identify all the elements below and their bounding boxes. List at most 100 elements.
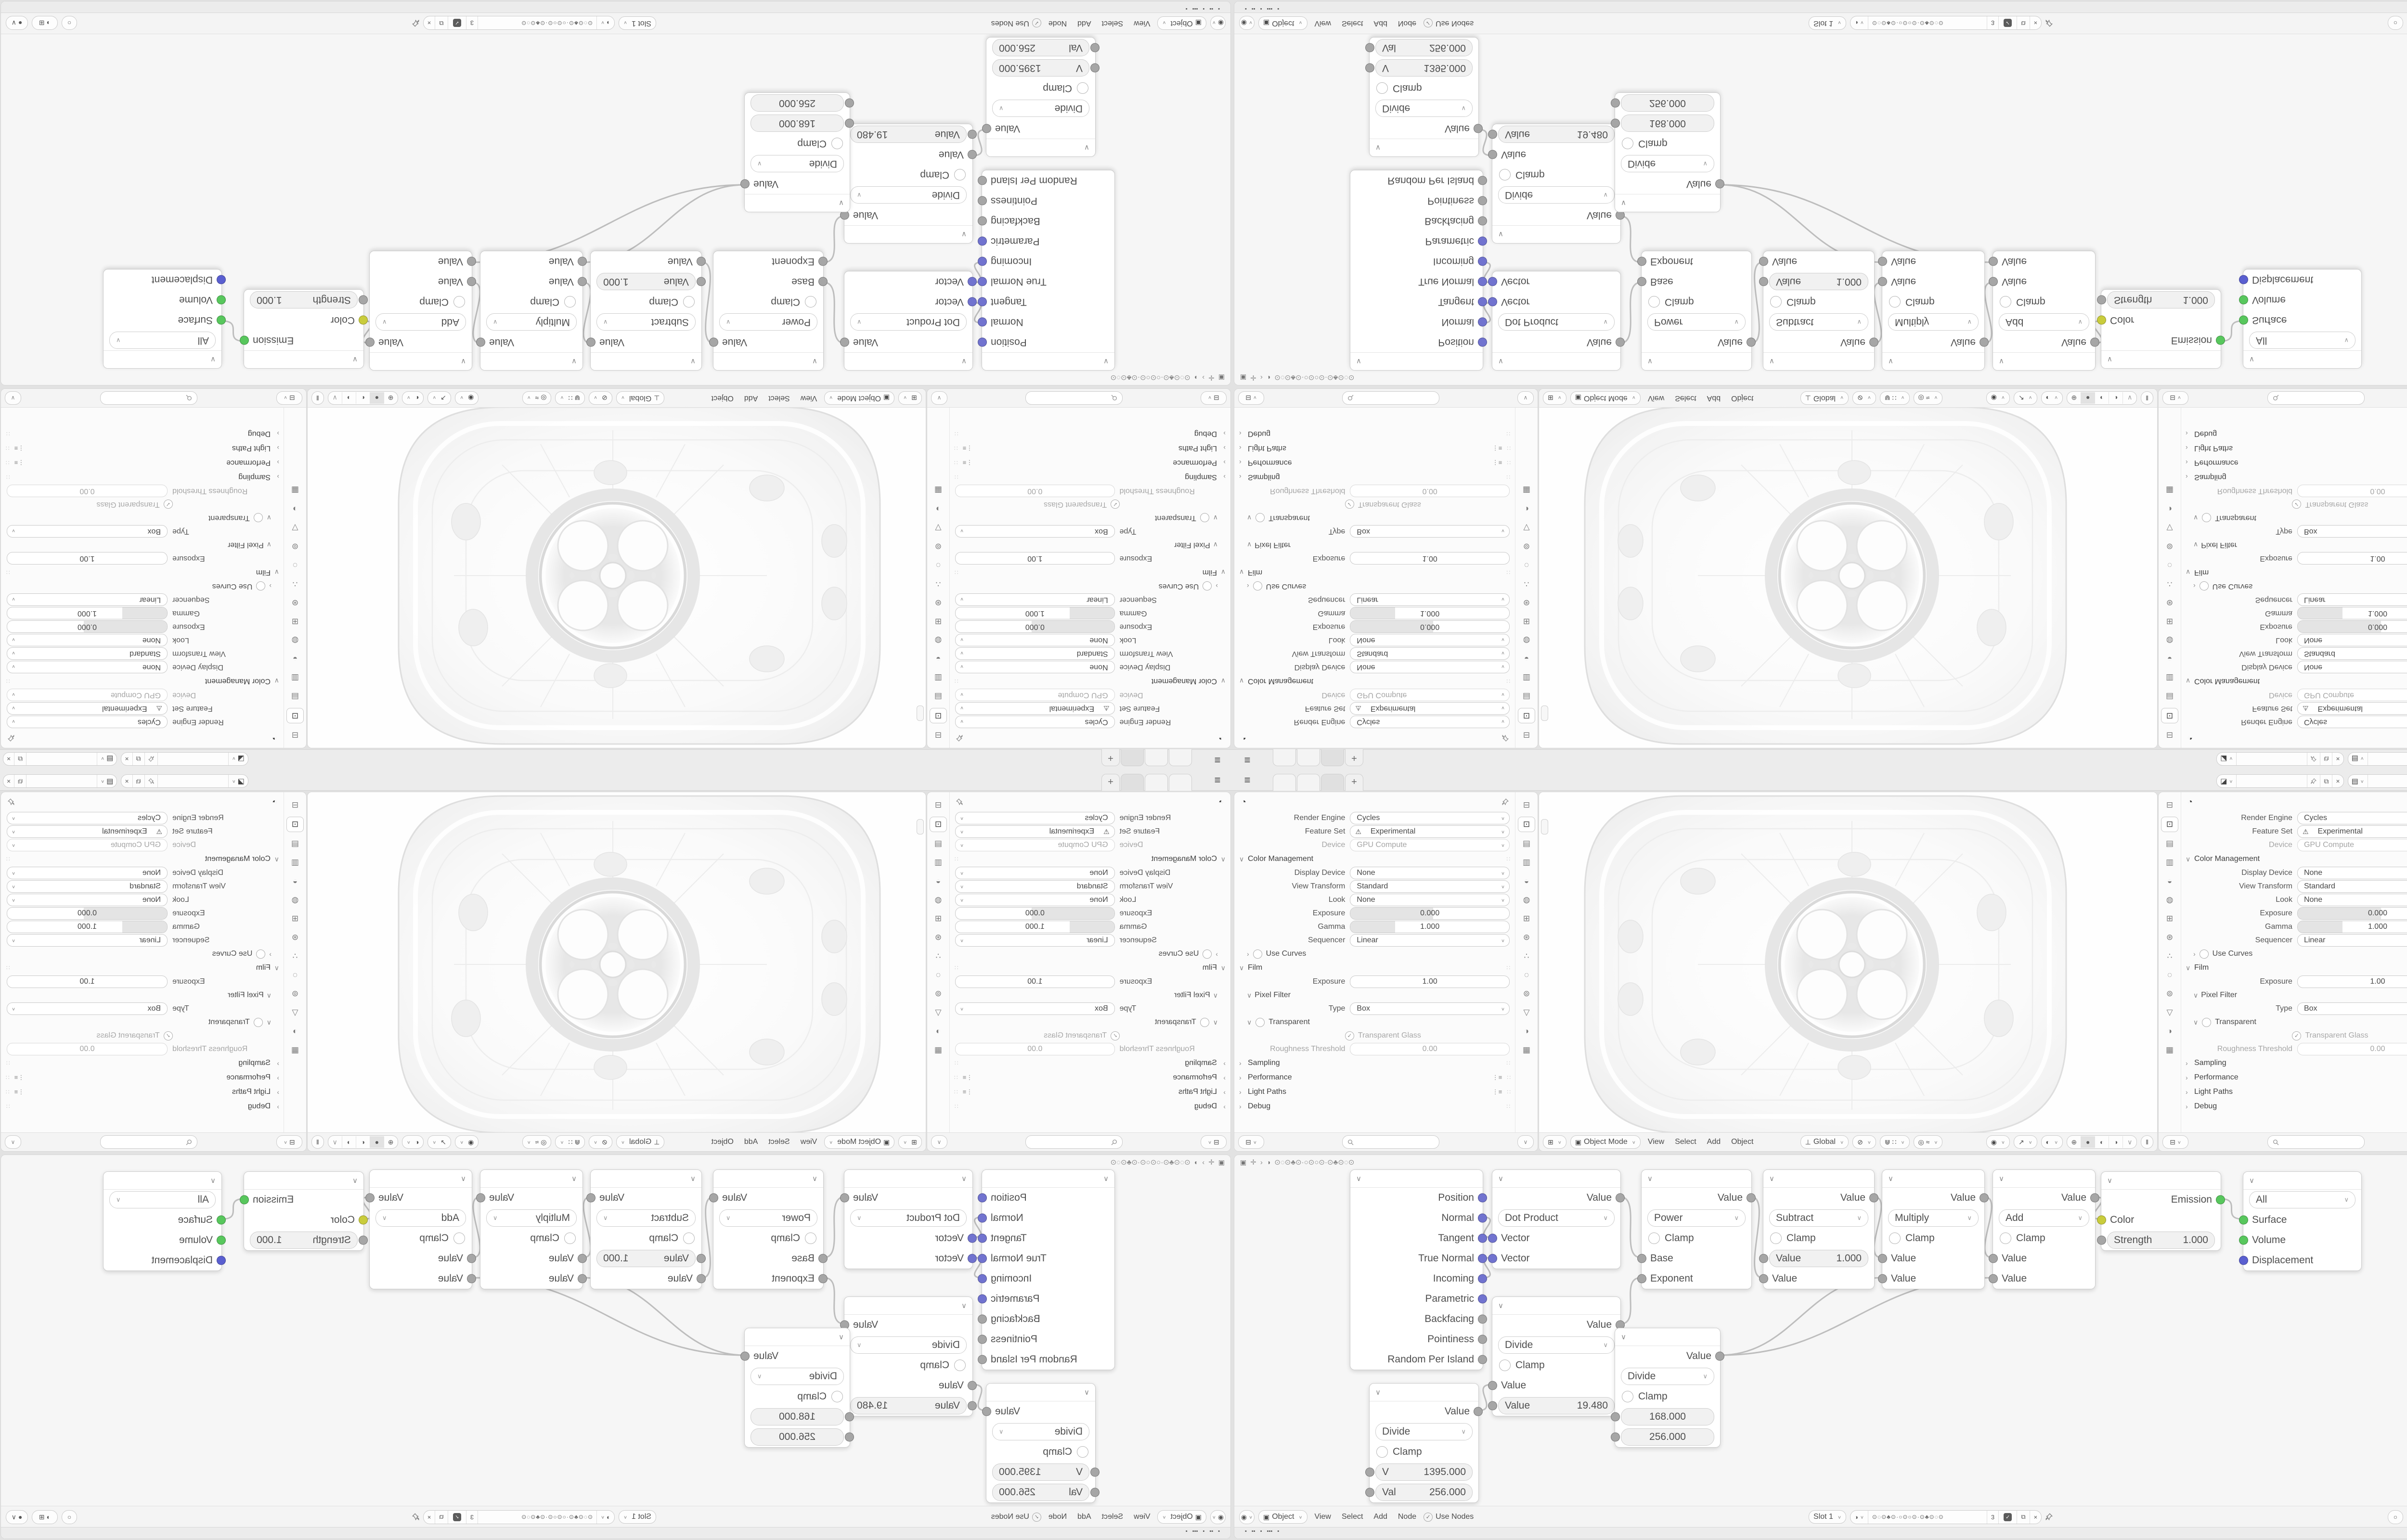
list-icon[interactable]: ⋮≡ bbox=[1492, 459, 1502, 466]
app-menu-icon[interactable]: ≡ bbox=[1214, 754, 1221, 766]
pin-icon[interactable] bbox=[412, 19, 419, 27]
value-field[interactable]: Strength 1.000 bbox=[250, 1232, 358, 1249]
pin-icon[interactable] bbox=[2307, 753, 2321, 765]
properties-tab-output[interactable]: ▤ bbox=[2165, 692, 2174, 701]
collapse-button[interactable]: ∨ bbox=[931, 391, 947, 405]
clamp-checkbox[interactable] bbox=[1889, 1232, 1901, 1244]
node-output-socket[interactable] bbox=[365, 337, 375, 347]
workspace-tab-active[interactable] bbox=[1321, 749, 1344, 766]
clamp-checkbox[interactable] bbox=[2000, 296, 2011, 308]
checkbox-circle[interactable] bbox=[2199, 949, 2209, 959]
shader-node[interactable]: ∨ Value Divide ∨ Clamp V 1395.000 Val 256.000 bbox=[982, 1383, 1100, 1503]
view-layer-name-field[interactable] bbox=[2368, 753, 2407, 765]
checkbox-transparent[interactable]: ∨ Transparent bbox=[949, 511, 1230, 525]
prop-select[interactable]: ⚠Experimental∨ bbox=[955, 702, 1115, 715]
snap-toggle[interactable]: ⋓ ∷ ∨ bbox=[1879, 1135, 1910, 1149]
prop-slider[interactable]: 1.000 bbox=[955, 921, 1115, 933]
section-performance[interactable]: ›Performance⋮≡∷ bbox=[1234, 1070, 1515, 1085]
node-output-socket[interactable] bbox=[978, 216, 987, 226]
scene-name-field[interactable] bbox=[157, 775, 228, 787]
menu-node[interactable]: Node bbox=[1048, 1513, 1067, 1521]
fake-user-shield-icon[interactable]: ✓ bbox=[1999, 1510, 2018, 1524]
overlays-button[interactable]: ↗ ∨ bbox=[427, 1135, 452, 1149]
slot-select[interactable]: Slot 1 ∨ bbox=[619, 1510, 656, 1524]
node-header[interactable]: ∨ bbox=[2101, 350, 2221, 368]
shading-mode-0[interactable]: ⊕ bbox=[383, 1136, 398, 1148]
scene-name-field[interactable] bbox=[157, 753, 228, 765]
properties-tab-output[interactable]: ▤ bbox=[934, 692, 943, 701]
collapse-button[interactable]: ∨ bbox=[1517, 1135, 1534, 1149]
material-name-field[interactable]: ⊙◌⊙♣⊙·○⊙○⊙·⊙♣⊙◌⊙ bbox=[1868, 16, 1987, 30]
clamp-checkbox[interactable] bbox=[1648, 296, 1660, 308]
prop-select[interactable]: Box∨ bbox=[7, 1002, 168, 1015]
workspace-tab[interactable] bbox=[1145, 774, 1168, 791]
prop-select[interactable]: Linear∨ bbox=[7, 593, 168, 606]
menu-select[interactable]: Select bbox=[1101, 19, 1124, 27]
search-input[interactable] bbox=[1342, 1135, 1439, 1149]
prop-slider[interactable]: 0.000 bbox=[2297, 620, 2407, 633]
copy-icon[interactable]: ⧉ bbox=[435, 1510, 448, 1524]
node-header[interactable]: ∨ bbox=[1882, 352, 1984, 370]
prop-num[interactable]: 0.00 bbox=[955, 1043, 1115, 1055]
prop-slider[interactable]: 0.000 bbox=[1350, 907, 1510, 920]
node-header[interactable]: ∨ bbox=[844, 225, 972, 243]
node-header[interactable]: ∨ bbox=[745, 1328, 850, 1346]
prop-select[interactable]: ⚠Experimental∨ bbox=[1350, 702, 1510, 715]
checkbox-circle[interactable] bbox=[253, 513, 263, 523]
clamp-checkbox[interactable] bbox=[1376, 82, 1388, 94]
value-field[interactable]: 256.000 bbox=[751, 94, 844, 112]
copy-icon[interactable]: ⧉ bbox=[14, 753, 26, 765]
properties-tab-physics[interactable]: ◌ bbox=[2167, 561, 2173, 570]
prop-select[interactable]: Standard∨ bbox=[7, 647, 168, 660]
properties-tab-scene[interactable]: ◒ bbox=[292, 654, 298, 664]
properties-tab-scene[interactable]: ◒ bbox=[2167, 654, 2173, 664]
prop-num[interactable]: 1.00 bbox=[1350, 975, 1510, 988]
value-field[interactable]: Value 1.000 bbox=[1769, 273, 1868, 290]
view-layer-name-field[interactable] bbox=[26, 753, 97, 765]
checkbox-circle[interactable] bbox=[1253, 581, 1262, 591]
workspace-tab[interactable] bbox=[1297, 774, 1320, 791]
properties-tab-world[interactable]: ◍ bbox=[1523, 636, 1530, 645]
list-icon[interactable]: ⋮≡ bbox=[1492, 1074, 1502, 1081]
checkbox-use-curves[interactable]: › Use Curves bbox=[1234, 579, 1515, 593]
drag-grip-icon[interactable]: ∷ bbox=[6, 1074, 10, 1081]
section-sampling[interactable]: ›Sampling∷ bbox=[1, 1056, 284, 1070]
menu-node[interactable]: Node bbox=[1398, 19, 1417, 27]
shading-mode-2[interactable]: ◐ bbox=[2095, 392, 2109, 404]
node-output-socket[interactable] bbox=[1478, 1254, 1487, 1263]
prop-num[interactable]: 0.00 bbox=[955, 485, 1115, 497]
toolbar-handle[interactable] bbox=[1541, 819, 1548, 834]
shader-node[interactable]: ∨ Position Normal Tangent True Normal Incomin… bbox=[1350, 1169, 1487, 1370]
editor-type-button[interactable]: ⊟ ∨ bbox=[1201, 1135, 1227, 1149]
editor-type-button[interactable]: ◉ ∨ bbox=[1210, 1510, 1226, 1524]
search-input[interactable] bbox=[1342, 391, 1439, 405]
editor-type-button[interactable]: ⊞ ∨ bbox=[898, 391, 922, 405]
node-operation-select[interactable]: All ∨ bbox=[2249, 332, 2355, 349]
menu-add[interactable]: Add bbox=[1707, 394, 1721, 402]
prop-select[interactable]: Cycles∨ bbox=[1350, 812, 1510, 824]
properties-tab-particles[interactable]: ∴ bbox=[935, 579, 941, 589]
properties-tab-scene[interactable]: ◒ bbox=[2167, 876, 2173, 886]
properties-tab-data[interactable]: ▽ bbox=[2166, 523, 2173, 532]
node-header[interactable]: ∨ bbox=[844, 352, 972, 370]
node-output-socket[interactable] bbox=[586, 337, 595, 347]
node-input-socket[interactable] bbox=[467, 1274, 476, 1283]
node-input-socket[interactable] bbox=[845, 98, 854, 108]
shader-node[interactable]: ∨ Value Power ∨ Clamp Base Exponent bbox=[1637, 1169, 1756, 1289]
value-field[interactable]: Val 256.000 bbox=[1375, 39, 1473, 56]
properties-tab-material[interactable]: ◑ bbox=[935, 1027, 941, 1036]
properties-tab-data[interactable]: ▽ bbox=[935, 523, 942, 532]
search-input[interactable] bbox=[1025, 391, 1123, 405]
prop-select[interactable]: Linear∨ bbox=[2297, 934, 2407, 947]
value-field[interactable]: 168.000 bbox=[751, 115, 844, 132]
prop-slider[interactable]: 1.000 bbox=[7, 921, 168, 933]
section-film[interactable]: ∨Film∷ bbox=[1234, 961, 1515, 975]
section-film[interactable]: ∨Film∷ bbox=[949, 565, 1230, 579]
properties-tab-render[interactable]: ⊡ bbox=[930, 817, 947, 832]
node-output-socket[interactable] bbox=[1478, 1294, 1487, 1304]
prop-slider[interactable]: 1.000 bbox=[2297, 921, 2407, 933]
section-light-paths[interactable]: ›Light Paths⋮≡∷ bbox=[2181, 441, 2407, 455]
properties-tab-material[interactable]: ◑ bbox=[2167, 504, 2173, 513]
properties-tab-view-layer[interactable]: ▥ bbox=[2165, 673, 2174, 682]
prop-slider[interactable]: 1.000 bbox=[7, 607, 168, 619]
